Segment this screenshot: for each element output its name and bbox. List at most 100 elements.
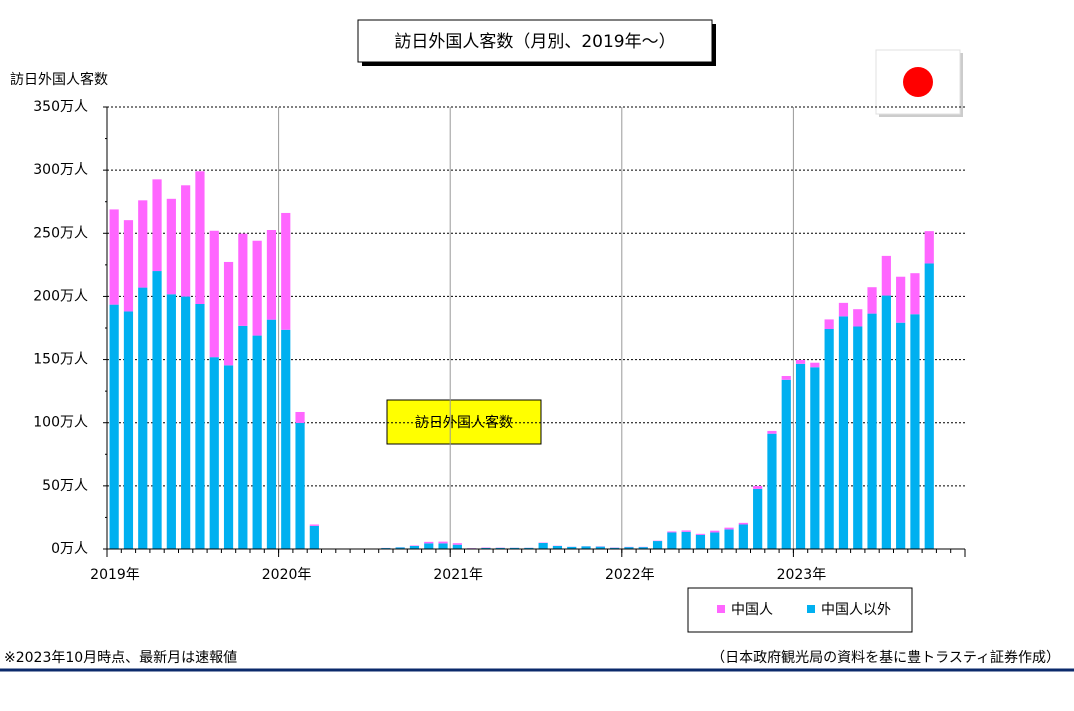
bar-segment bbox=[295, 423, 304, 549]
footnote: ※2023年10月時点、最新月は速報値 bbox=[4, 650, 237, 666]
bar-segment bbox=[839, 316, 848, 549]
bar-segment bbox=[224, 262, 233, 365]
bar-segment bbox=[782, 380, 791, 549]
bar-segment bbox=[195, 304, 204, 549]
x-tick-label: 2020年 bbox=[262, 567, 312, 583]
bar-segment bbox=[152, 179, 161, 271]
bar-segment bbox=[267, 230, 276, 320]
source-note: （日本政府観光局の資料を基に豊トラスティ証券作成） bbox=[711, 649, 1060, 666]
bar-segment bbox=[696, 535, 705, 549]
bar-segment bbox=[167, 199, 176, 294]
bar-segment bbox=[867, 287, 876, 313]
bar-segment bbox=[310, 526, 319, 549]
bar-segment bbox=[110, 209, 119, 304]
bar-segment bbox=[839, 303, 848, 317]
y-tick-label: 100万人 bbox=[33, 415, 88, 431]
bar-segment bbox=[853, 326, 862, 549]
bar-segment bbox=[925, 231, 934, 263]
bar-segment bbox=[667, 532, 676, 549]
bar-segment bbox=[310, 525, 319, 526]
y-tick-label: 0万人 bbox=[51, 541, 88, 557]
bar-segment bbox=[753, 486, 762, 489]
y-tick-label: 150万人 bbox=[33, 352, 88, 368]
bar-segment bbox=[453, 545, 462, 549]
bar-segment bbox=[867, 314, 876, 549]
bar-segment bbox=[295, 412, 304, 423]
bar-segment bbox=[896, 323, 905, 549]
bar-segment bbox=[667, 531, 676, 532]
bar-segment bbox=[195, 171, 204, 304]
bar-segment bbox=[210, 231, 219, 357]
bar-segment bbox=[910, 273, 919, 314]
bar-segment bbox=[882, 296, 891, 549]
bar-segment bbox=[910, 314, 919, 549]
bar-segment bbox=[810, 363, 819, 368]
legend-label: 中国人以外 bbox=[821, 602, 891, 618]
bar-segment bbox=[682, 532, 691, 549]
bar-segment bbox=[181, 185, 190, 296]
bar-segment bbox=[238, 326, 247, 549]
legend-swatch bbox=[717, 605, 725, 613]
bar-segment bbox=[424, 543, 433, 549]
y-tick-label: 50万人 bbox=[42, 478, 88, 494]
bar-segment bbox=[782, 376, 791, 380]
bar-segment bbox=[124, 220, 133, 311]
bar-segment bbox=[453, 543, 462, 545]
bar-segment bbox=[710, 531, 719, 533]
bar-segment bbox=[753, 489, 762, 549]
legend-label: 中国人 bbox=[731, 602, 773, 618]
bar-segment bbox=[853, 309, 862, 326]
x-tick-label: 2021年 bbox=[433, 567, 483, 583]
bar-segment bbox=[181, 297, 190, 549]
bar-segment bbox=[696, 534, 705, 535]
chart-title: 訪日外国人客数（月別、2019年～） bbox=[394, 32, 675, 52]
bar-segment bbox=[539, 543, 548, 549]
bar-segment bbox=[796, 364, 805, 549]
bar-segment bbox=[167, 294, 176, 549]
bar-segment bbox=[410, 545, 419, 546]
bar-segment bbox=[925, 263, 934, 549]
y-axis-label: 訪日外国人客数 bbox=[10, 71, 108, 88]
bar-segment bbox=[653, 541, 662, 549]
x-tick-label: 2023年 bbox=[777, 567, 827, 583]
bar-segment bbox=[210, 357, 219, 549]
bar-segment bbox=[438, 542, 447, 544]
bar-segment bbox=[825, 319, 834, 329]
bar-segment bbox=[124, 311, 133, 549]
legend-swatch bbox=[807, 605, 815, 613]
y-tick-label: 200万人 bbox=[33, 288, 88, 304]
x-tick-label: 2019年 bbox=[90, 567, 140, 583]
bar-segment bbox=[810, 367, 819, 549]
bar-segment bbox=[267, 320, 276, 549]
bar-segment bbox=[138, 200, 147, 287]
bar-segment bbox=[796, 360, 805, 364]
bar-segment bbox=[281, 330, 290, 549]
bar-segment bbox=[253, 241, 262, 336]
bar-segment bbox=[281, 213, 290, 330]
bar-segment bbox=[896, 277, 905, 323]
bar-segment bbox=[825, 329, 834, 549]
bar-segment bbox=[138, 288, 147, 549]
bar-segment bbox=[438, 543, 447, 549]
bar-segment bbox=[682, 530, 691, 531]
bar-segment bbox=[253, 336, 262, 549]
bar-segment bbox=[710, 532, 719, 549]
bar-segment bbox=[152, 271, 161, 549]
bar-segment bbox=[724, 529, 733, 549]
bar-segment bbox=[739, 525, 748, 549]
bar-segment bbox=[767, 434, 776, 549]
bar-segment bbox=[224, 365, 233, 549]
bar-segment bbox=[724, 528, 733, 530]
x-tick-label: 2022年 bbox=[605, 567, 655, 583]
bar-segment bbox=[882, 256, 891, 296]
flag-circle bbox=[903, 67, 933, 97]
bar-segment bbox=[238, 234, 247, 326]
y-tick-label: 350万人 bbox=[33, 99, 88, 115]
bar-segment bbox=[739, 523, 748, 525]
bar-segment bbox=[424, 542, 433, 544]
y-tick-label: 300万人 bbox=[33, 162, 88, 178]
bar-segment bbox=[767, 431, 776, 434]
bar-segment bbox=[110, 305, 119, 549]
y-tick-label: 250万人 bbox=[33, 225, 88, 241]
